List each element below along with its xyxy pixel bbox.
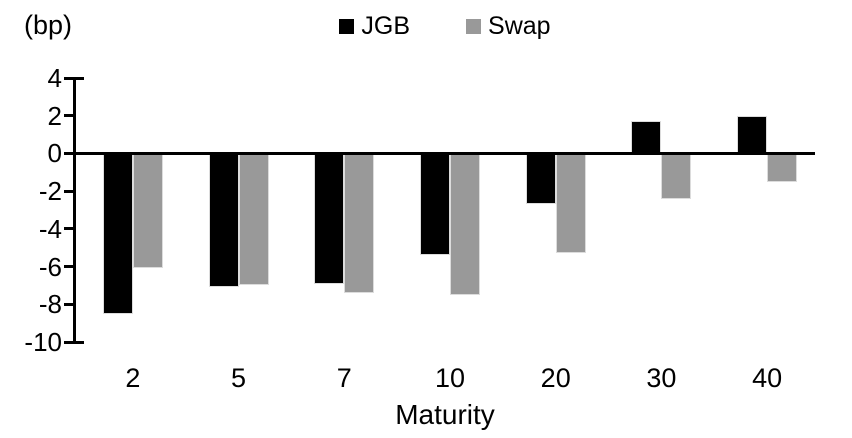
x-axis-zero-line xyxy=(75,151,815,155)
bar-jgb-7 xyxy=(314,153,345,284)
legend-item-swap: Swap xyxy=(466,14,551,39)
y-axis-tick xyxy=(64,340,73,344)
y-axis-tick-label: -6 xyxy=(38,251,62,282)
bar-jgb-10 xyxy=(420,153,450,256)
bar-jgb-5 xyxy=(208,153,239,288)
bar-swap-2 xyxy=(132,153,163,269)
x-axis-category-label: 40 xyxy=(752,363,783,393)
y-axis-tick xyxy=(64,265,73,269)
x-axis-category-label: 30 xyxy=(646,363,677,393)
y-axis-tick-label: 4 xyxy=(47,63,62,93)
legend-label-swap: Swap xyxy=(488,12,551,40)
bar-swap-40 xyxy=(767,153,798,182)
legend-swatch-jgb-icon xyxy=(339,19,355,34)
y-axis-tick-label: -2 xyxy=(38,176,62,207)
legend-item-jgb: JGB xyxy=(339,14,410,39)
bar-jgb-2 xyxy=(102,153,133,314)
x-axis-category-label: 10 xyxy=(434,363,466,393)
bar-swap-7 xyxy=(344,153,375,293)
x-axis-category-label: 5 xyxy=(231,363,247,393)
bar-swap-5 xyxy=(238,153,269,286)
bar-jgb-20 xyxy=(525,153,556,205)
y-axis-end-cap xyxy=(74,76,84,80)
x-axis-category-label: 2 xyxy=(125,363,141,393)
x-axis-category-label: 7 xyxy=(336,363,352,393)
y-axis-tick-label: -4 xyxy=(38,213,62,244)
y-axis-tick xyxy=(64,76,73,80)
y-axis-end-cap xyxy=(74,340,84,344)
bar-jgb-40 xyxy=(737,115,768,154)
y-axis-tick xyxy=(64,151,73,155)
y-axis-tick xyxy=(64,302,73,306)
x-axis-title: Maturity xyxy=(395,399,495,430)
y-axis-tick-label: -10 xyxy=(24,327,62,357)
legend-swatch-swap-icon xyxy=(466,19,482,34)
y-axis-tick xyxy=(64,114,73,118)
y-axis-tick xyxy=(64,227,73,231)
legend: JGB Swap xyxy=(75,14,815,39)
y-axis-line xyxy=(72,76,76,344)
y-axis-tick-label: -8 xyxy=(38,289,62,320)
bar-jgb-30 xyxy=(631,121,662,154)
x-axis-category-label: 20 xyxy=(540,363,571,393)
bar-swap-10 xyxy=(450,153,480,295)
y-axis-tick-label: 2 xyxy=(47,100,62,131)
y-axis-tick-label: 0 xyxy=(47,138,62,169)
y-axis-unit-label: (bp) xyxy=(24,10,73,40)
legend-label-jgb: JGB xyxy=(361,12,411,40)
bar-swap-20 xyxy=(555,153,586,254)
bar-swap-30 xyxy=(661,153,692,199)
y-axis-tick xyxy=(64,189,73,193)
